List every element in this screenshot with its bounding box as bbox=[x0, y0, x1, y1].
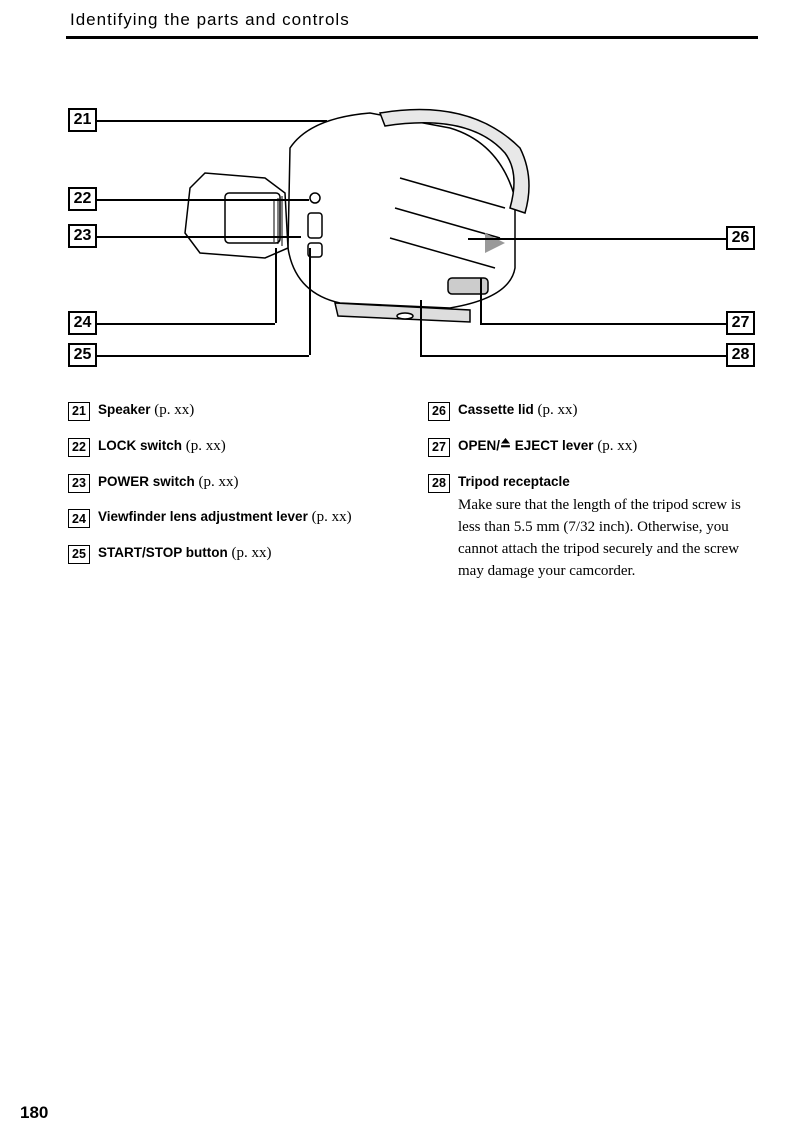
part-name: OPEN/ bbox=[458, 438, 500, 453]
list-item: 25 START/STOP button (p. xx) bbox=[68, 543, 388, 565]
callout-line bbox=[480, 323, 726, 325]
item-number-28: 28 bbox=[428, 474, 450, 493]
part-name: Speaker bbox=[98, 402, 151, 417]
part-name: EJECT lever bbox=[511, 438, 594, 453]
item-number-25: 25 bbox=[68, 545, 90, 564]
list-item: 21 Speaker (p. xx) bbox=[68, 400, 388, 422]
item-text: POWER switch (p. xx) bbox=[98, 472, 388, 494]
part-name: Cassette lid bbox=[458, 402, 534, 417]
callout-line bbox=[97, 355, 309, 357]
item-text: OPEN/ EJECT lever (p. xx) bbox=[458, 436, 748, 458]
page-ref: (p. xx) bbox=[312, 509, 352, 525]
callout-line bbox=[97, 323, 275, 325]
callout-25: 25 bbox=[68, 343, 97, 367]
callout-23: 23 bbox=[68, 224, 97, 248]
item-number-27: 27 bbox=[428, 438, 450, 457]
page-ref: (p. xx) bbox=[199, 474, 239, 490]
item-number-22: 22 bbox=[68, 438, 90, 457]
part-name: START/STOP button bbox=[98, 545, 228, 560]
callout-line bbox=[420, 300, 422, 355]
page-ref: (p. xx) bbox=[538, 402, 578, 418]
parts-list: 21Speaker (p. xx)22LOCK switch (p. xx)23… bbox=[68, 400, 748, 596]
callout-line bbox=[480, 278, 482, 323]
list-item: 27 OPEN/ EJECT lever (p. xx) bbox=[428, 436, 748, 458]
camcorder-illustration bbox=[170, 78, 570, 348]
callout-24: 24 bbox=[68, 311, 97, 335]
list-item: 24 Viewfinder lens adjustment lever (p. x… bbox=[68, 507, 388, 529]
part-name: Tripod receptacle bbox=[458, 474, 570, 489]
page-ref: (p. xx) bbox=[154, 402, 194, 418]
item-number-26: 26 bbox=[428, 402, 450, 421]
item-number-24: 24 bbox=[68, 509, 90, 528]
item-number-23: 23 bbox=[68, 474, 90, 493]
callout-line bbox=[275, 248, 277, 323]
eject-icon bbox=[500, 435, 511, 457]
callout-line bbox=[420, 355, 726, 357]
parts-list-right-column: 26 Cassette lid (p. xx) 27 OPEN/ EJECT leve… bbox=[428, 400, 748, 596]
item-text: Tripod receptacle Make sure that the leng… bbox=[458, 472, 748, 583]
page-ref: (p. xx) bbox=[186, 438, 226, 454]
list-item: 22 LOCK switch (p. xx) bbox=[68, 436, 388, 458]
callout-22: 22 bbox=[68, 187, 97, 211]
page-ref: (p. xx) bbox=[232, 545, 272, 561]
part-name: LOCK switch bbox=[98, 438, 182, 453]
page-number: 180 bbox=[20, 1103, 48, 1123]
callout-26: 26 bbox=[726, 226, 755, 250]
item-text: Cassette lid (p. xx) bbox=[458, 400, 748, 422]
page-header: Identifying the parts and controls bbox=[66, 10, 758, 39]
callout-line bbox=[97, 236, 301, 238]
diagram-area: 21 22 23 24 25 26 27 28 bbox=[0, 48, 788, 378]
callout-line bbox=[97, 120, 327, 122]
callout-line bbox=[97, 199, 309, 201]
item-text: LOCK switch (p. xx) bbox=[98, 436, 388, 458]
part-name: Viewfinder lens adjustment lever bbox=[98, 509, 308, 524]
item-text: Speaker (p. xx) bbox=[98, 400, 388, 422]
item-number-21: 21 bbox=[68, 402, 90, 421]
list-item: 23 POWER switch (p. xx) bbox=[68, 472, 388, 494]
list-item: 28 Tripod receptacle Make sure that the le… bbox=[428, 472, 748, 583]
item-text: Viewfinder lens adjustment lever (p. xx) bbox=[98, 507, 388, 529]
callout-line bbox=[309, 248, 311, 355]
callout-line bbox=[468, 238, 726, 240]
part-description: Make sure that the length of the tripod … bbox=[458, 495, 748, 582]
parts-list-left-column: 21Speaker (p. xx)22LOCK switch (p. xx)23… bbox=[68, 400, 388, 596]
page-ref: (p. xx) bbox=[597, 438, 637, 454]
callout-27: 27 bbox=[726, 311, 755, 335]
page-title: Identifying the parts and controls bbox=[70, 10, 758, 30]
list-item: 26 Cassette lid (p. xx) bbox=[428, 400, 748, 422]
callout-21: 21 bbox=[68, 108, 97, 132]
item-text: START/STOP button (p. xx) bbox=[98, 543, 388, 565]
part-name: POWER switch bbox=[98, 474, 195, 489]
callout-28: 28 bbox=[726, 343, 755, 367]
